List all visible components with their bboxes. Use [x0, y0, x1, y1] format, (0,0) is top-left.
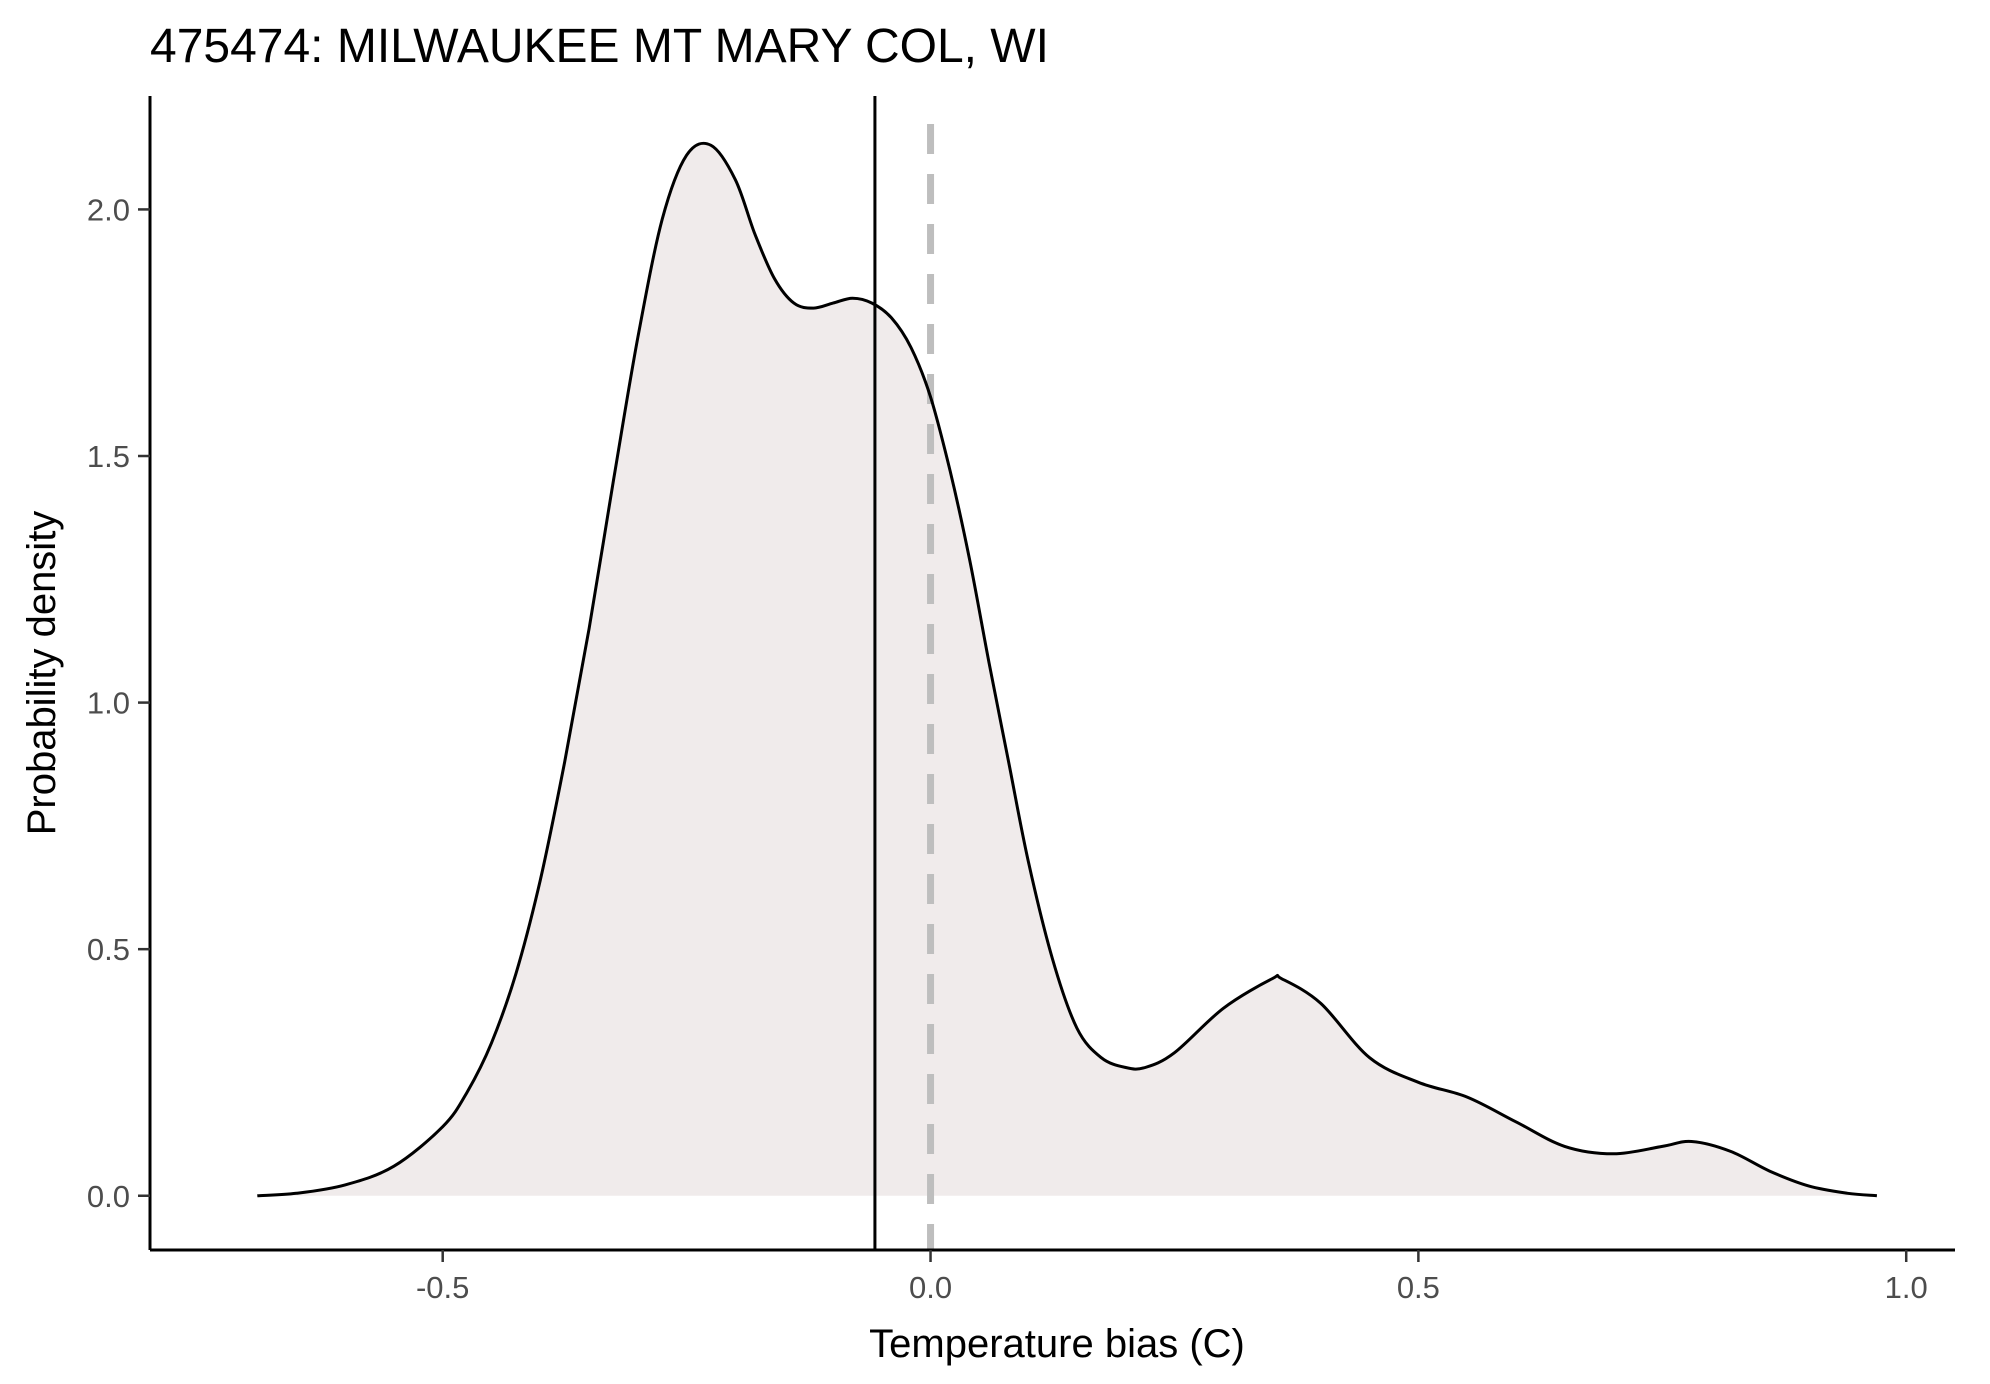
y-tick-label: 1.0: [87, 686, 130, 721]
y-tick-label: 2.0: [87, 192, 130, 227]
chart-title: 475474: MILWAUKEE MT MARY COL, WI: [150, 20, 1049, 73]
y-tick-label: 0.0: [87, 1179, 130, 1214]
plot-area: [257, 96, 1878, 1250]
y-tick-label: 0.5: [87, 932, 130, 967]
x-tick-label: 0.0: [909, 1270, 952, 1305]
y-axis: 0.0 0.5 1.0 1.5 2.0: [87, 96, 152, 1250]
density-curve: [257, 141, 1878, 1198]
x-axis: -0.5 0.0 0.5 1.0: [150, 1248, 1955, 1305]
x-tick-label: 1.0: [1885, 1270, 1928, 1305]
x-tick-label: -0.5: [416, 1270, 469, 1305]
y-tick-label: 1.5: [87, 439, 130, 474]
x-axis-label: Temperature bias (C): [869, 1322, 1245, 1366]
y-axis-label: Probability density: [20, 511, 64, 836]
density-area: [257, 143, 1877, 1196]
x-tick-label: 0.5: [1397, 1270, 1440, 1305]
